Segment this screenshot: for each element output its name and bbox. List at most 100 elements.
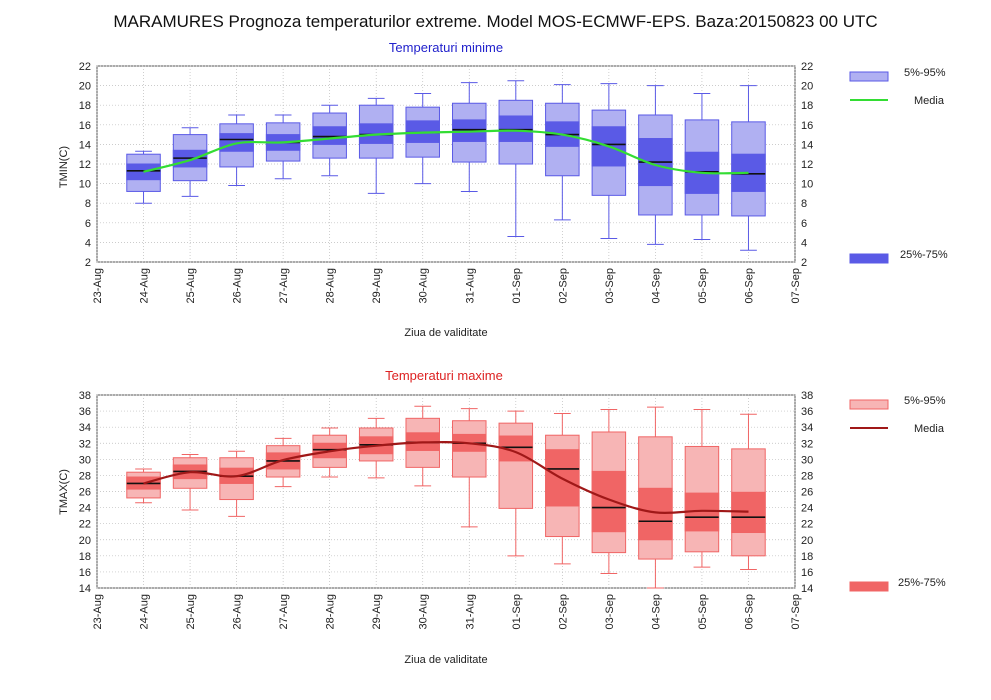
tmax-ylabel: TMAX(C)	[58, 469, 70, 515]
tmax-ytick-label: 30	[79, 454, 91, 466]
tmax-xtick-label: 02-Sep	[557, 594, 569, 629]
tmax-legend-25-75-label: 25%-75%	[898, 577, 946, 589]
tmin-xtick-label: 07-Sep	[790, 268, 802, 303]
tmin-xlabel: Ziua de validitate	[404, 327, 487, 339]
tmin-xtick-label: 05-Sep	[697, 268, 709, 303]
tmin-ytick-label-right: 2	[801, 257, 807, 269]
tmin-chart: Temperaturi minime TMIN(C) Ziua de valid…	[58, 40, 948, 339]
tmin-ytick-label: 12	[79, 159, 91, 171]
tmin-xtick-label: 31-Aug	[464, 268, 476, 303]
tmax-xlabel: Ziua de validitate	[404, 654, 487, 666]
tmax-xtick-label: 06-Sep	[743, 594, 755, 629]
tmax-ytick-label-right: 16	[801, 567, 813, 579]
tmin-ytick-label: 20	[79, 81, 91, 93]
tmin-ytick-label-right: 20	[801, 81, 813, 93]
tmin-xtick-label: 23-Aug	[92, 268, 104, 303]
tmax-xtick-label: 24-Aug	[139, 594, 151, 629]
tmax-xtick-label: 29-Aug	[371, 594, 383, 629]
tmax-ytick-label-right: 18	[801, 551, 813, 563]
tmin-xtick-label: 04-Sep	[650, 268, 662, 303]
tmax-xtick-label: 03-Sep	[604, 594, 616, 629]
tmin-legend-25-75-label: 25%-75%	[900, 249, 948, 261]
tmin-box-25-75	[591, 126, 627, 167]
tmax-xtick-label: 28-Aug	[325, 594, 337, 629]
tmin-ytick-label: 14	[79, 139, 91, 151]
page-title: MARAMURES Prognoza temperaturilor extrem…	[113, 12, 878, 31]
tmax-legend: 5%-95% Media 25%-75%	[898, 395, 946, 589]
tmin-xtick-label: 02-Sep	[557, 268, 569, 303]
tmax-ytick-label: 36	[79, 406, 91, 418]
tmax-ytick-label: 24	[79, 503, 91, 515]
tmax-ytick-label-right: 38	[801, 390, 813, 402]
tmax-legend-25-75-swatch	[849, 581, 889, 592]
tmin-ytick-label-right: 8	[801, 198, 807, 210]
tmin-box-25-75	[498, 115, 534, 142]
tmin-legend-5-95-label: 5%-95%	[904, 67, 946, 79]
tmax-ytick-label: 28	[79, 470, 91, 482]
tmax-xtick-label: 04-Sep	[650, 594, 662, 629]
tmin-ytick-label-right: 16	[801, 120, 813, 132]
tmax-ytick-label: 16	[79, 567, 91, 579]
tmin-xtick-label: 28-Aug	[325, 268, 337, 303]
tmin-ytick-label-right: 6	[801, 218, 807, 230]
tmax-ytick-label: 38	[79, 390, 91, 402]
tmin-chart-title: Temperaturi minime	[389, 40, 503, 55]
tmax-ytick-label-right: 32	[801, 438, 813, 450]
tmin-ytick-label-right: 18	[801, 100, 813, 112]
tmax-ytick-label: 14	[79, 583, 91, 595]
tmax-legend-5-95-swatch	[849, 399, 889, 410]
tmin-xtick-label: 30-Aug	[418, 268, 430, 303]
tmax-ytick-label-right: 26	[801, 487, 813, 499]
tmax-ytick-label-right: 22	[801, 519, 813, 531]
tmax-ytick-label-right: 34	[801, 422, 813, 434]
tmax-xtick-label: 05-Sep	[697, 594, 709, 629]
tmin-xtick-label: 01-Sep	[511, 268, 523, 303]
tmin-ytick-label: 4	[85, 237, 91, 249]
tmin-ytick-label-right: 12	[801, 159, 813, 171]
tmin-legend: 5%-95% Media 25%-75%	[900, 67, 948, 261]
tmax-box-25-75	[591, 470, 627, 533]
tmin-xtick-label: 24-Aug	[139, 268, 151, 303]
tmin-ytick-label-right: 22	[801, 61, 813, 73]
tmin-xtick-label: 26-Aug	[232, 268, 244, 303]
tmin-legend-mean-label: Media	[914, 95, 945, 107]
tmin-ytick-label: 22	[79, 61, 91, 73]
tmax-ytick-label: 20	[79, 535, 91, 547]
tmin-ytick-label: 10	[79, 179, 91, 191]
tmin-xtick-label: 29-Aug	[371, 268, 383, 303]
tmax-chart-title: Temperaturi maxime	[385, 368, 503, 383]
tmax-ytick-label: 34	[79, 422, 91, 434]
tmin-xtick-label: 03-Sep	[604, 268, 616, 303]
tmax-xtick-label: 01-Sep	[511, 594, 523, 629]
tmax-xtick-label: 26-Aug	[232, 594, 244, 629]
tmin-ylabel: TMIN(C)	[58, 146, 70, 188]
tmax-ytick-label-right: 36	[801, 406, 813, 418]
tmax-ytick-label-right: 30	[801, 454, 813, 466]
tmax-ytick-label: 22	[79, 519, 91, 531]
tmin-ytick-label: 2	[85, 257, 91, 269]
tmin-xtick-label: 27-Aug	[278, 268, 290, 303]
tmin-ytick-label-right: 14	[801, 139, 813, 151]
tmax-box-25-75	[545, 449, 580, 507]
tmin-ytick-label: 8	[85, 198, 91, 210]
tmax-ytick-label-right: 20	[801, 535, 813, 547]
tmin-ytick-label: 6	[85, 218, 91, 230]
tmax-chart: Temperaturi maxime TMAX(C) Ziua de valid…	[58, 368, 946, 666]
tmax-legend-5-95-label: 5%-95%	[904, 395, 946, 407]
tmin-ytick-label-right: 10	[801, 179, 813, 191]
tmax-xtick-label: 23-Aug	[92, 594, 104, 629]
tmin-legend-25-75-swatch	[849, 253, 889, 264]
tmax-box-25-75	[638, 487, 673, 541]
tmax-mean-line	[143, 440, 749, 515]
tmax-xtick-label: 07-Sep	[790, 594, 802, 629]
tmin-xtick-label: 06-Sep	[743, 268, 755, 303]
tmin-xtick-label: 25-Aug	[185, 268, 197, 303]
tmax-xtick-label: 25-Aug	[185, 594, 197, 629]
tmax-xtick-label: 30-Aug	[418, 594, 430, 629]
tmax-xtick-label: 27-Aug	[278, 594, 290, 629]
tmax-ytick-label: 26	[79, 487, 91, 499]
tmax-ytick-label: 32	[79, 438, 91, 450]
tmax-ytick-label-right: 24	[801, 503, 813, 515]
tmax-ytick-label: 18	[79, 551, 91, 563]
